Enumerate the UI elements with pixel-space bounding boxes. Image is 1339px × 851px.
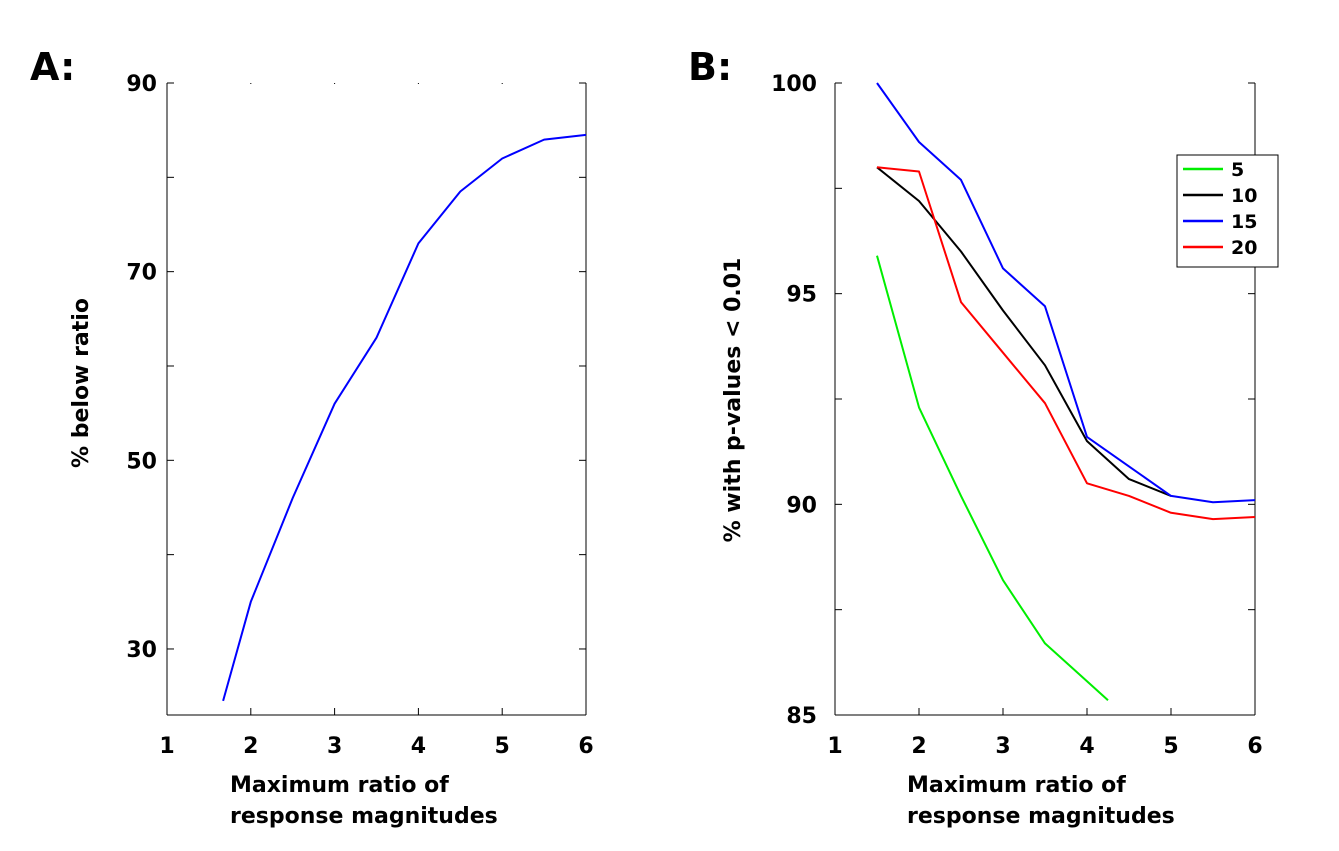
x-tick-label: 1 (827, 734, 842, 759)
panel-b: B: 1 2 3 4 5 6 85 90 95 100 Maximum ratio of respon… (688, 45, 1279, 829)
x-tick-label: 6 (578, 734, 593, 759)
x-tick-label: 2 (243, 734, 258, 759)
series-line-15 (876, 82, 1256, 504)
y-tick-label: 90 (786, 493, 817, 518)
y-tick-label: 95 (786, 283, 817, 308)
x-tick-label: 6 (1247, 734, 1262, 759)
series-line-5 (876, 255, 1109, 702)
legend-label-15: 15 (1231, 211, 1257, 233)
x-axis-label-line2: response magnitudes (230, 804, 498, 829)
legend-label-10: 10 (1231, 185, 1257, 207)
y-tick-label: 30 (126, 638, 157, 663)
panel-a-plot-area: 1 2 3 4 5 6 30 50 70 90 Maximum ratio of response m… (69, 72, 594, 829)
legend-box (1176, 154, 1279, 268)
x-tick-label: 5 (495, 734, 510, 759)
legend-label-5: 5 (1231, 159, 1244, 181)
panel-b-letter: B: (688, 45, 732, 89)
y-tick-label: 70 (126, 261, 157, 286)
y-tick-label: 50 (126, 449, 157, 474)
series-line (222, 133, 587, 702)
y-tick-label: 90 (126, 72, 157, 97)
legend: 5 10 15 20 (1176, 154, 1279, 268)
x-tick-label: 3 (995, 734, 1010, 759)
x-tick-label: 1 (159, 734, 174, 759)
x-tick-label: 3 (327, 734, 342, 759)
y-tick-label: 100 (771, 72, 817, 97)
x-tick-label: 2 (911, 734, 926, 759)
series-line-10 (876, 166, 1172, 497)
y-tick-label: 85 (786, 704, 817, 729)
series-line-20 (876, 166, 1256, 521)
legend-label-20: 20 (1231, 237, 1257, 259)
panel-b-plot-area: 1 2 3 4 5 6 85 90 95 100 Maximum ratio of response … (721, 72, 1279, 829)
y-axis-label: % with p-values < 0.01 (721, 258, 746, 543)
x-axis-label-line1: Maximum ratio of (230, 773, 449, 798)
x-axis-label-line1: Maximum ratio of (907, 773, 1126, 798)
panel-a-letter: A: (30, 45, 75, 89)
y-axis-label: % below ratio (69, 298, 94, 468)
x-tick-label: 5 (1163, 734, 1178, 759)
x-tick-label: 4 (1079, 734, 1094, 759)
x-axis-label-line2: response magnitudes (907, 804, 1175, 829)
panel-a: A: 1 2 3 4 5 6 30 50 70 90 Maximum ratio of respons… (30, 45, 594, 829)
x-tick-label: 4 (411, 734, 426, 759)
